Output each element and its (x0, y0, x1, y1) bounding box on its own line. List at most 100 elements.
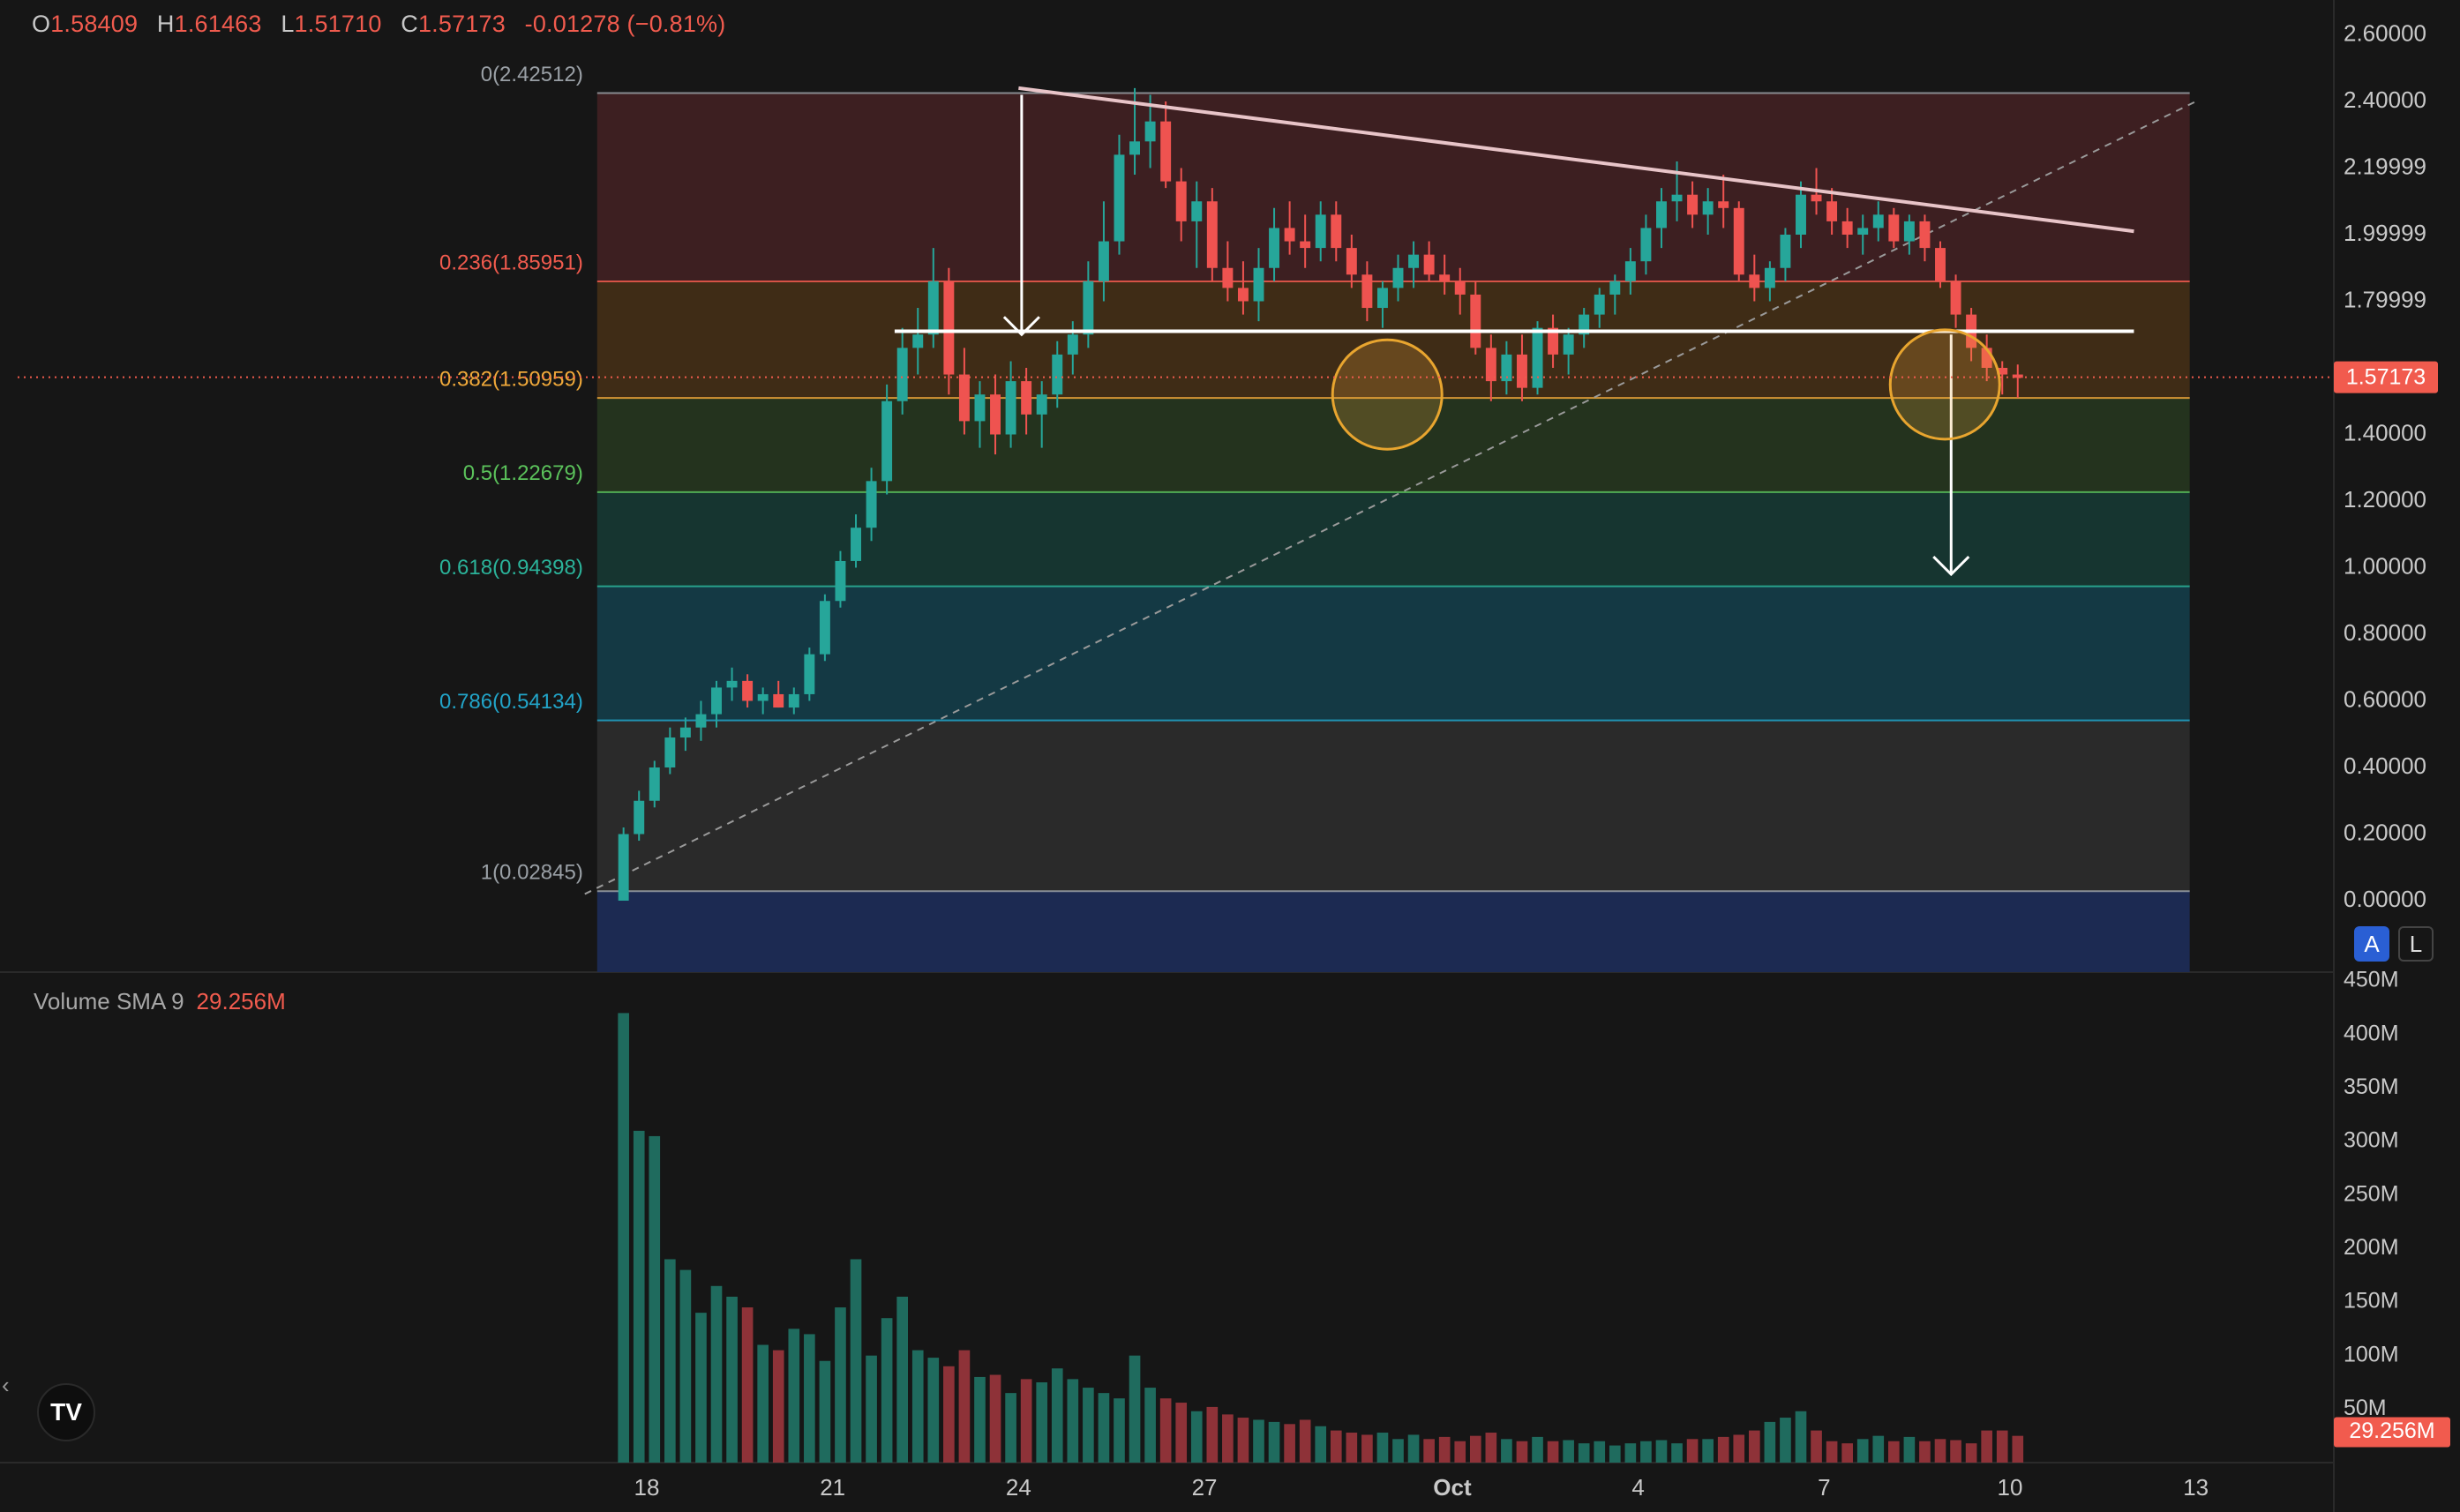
candle (1780, 228, 1791, 281)
time-tick-label: 21 (820, 1474, 845, 1501)
volume-bar (1175, 1403, 1188, 1463)
fib-zone-0.618 (596, 586, 2190, 721)
volume-bar (819, 1360, 831, 1463)
volume-bar (1222, 1414, 1234, 1463)
candle-body (1300, 241, 1311, 249)
auto-scale-button[interactable]: A (2354, 926, 2389, 962)
volume-bar (927, 1358, 940, 1463)
volume-bar (1563, 1440, 1574, 1463)
volume-bar (1856, 1439, 1869, 1463)
volume-bar (1748, 1430, 1760, 1463)
price-tick-label: 0.20000 (2344, 819, 2426, 845)
candle (1376, 281, 1388, 328)
price-tick-label: 0.40000 (2344, 752, 2426, 779)
volume-bar (1996, 1430, 2008, 1463)
candle-body (788, 693, 799, 708)
volume-bar (1036, 1382, 1048, 1463)
volume-bar (911, 1350, 924, 1463)
candle-body (1376, 288, 1388, 309)
candle (990, 374, 1001, 455)
candle-body (1470, 294, 1481, 348)
volume-legend[interactable]: Volume SMA 9 29.256M (34, 988, 286, 1015)
candle-body (1950, 281, 1961, 315)
candle (649, 760, 660, 808)
volume-bar (1315, 1426, 1327, 1463)
price-tick-label: 0.60000 (2344, 685, 2426, 712)
volume-bar (1795, 1411, 1807, 1463)
candle-body (1532, 327, 1543, 388)
volume-bar (741, 1307, 754, 1463)
candle-body (1005, 381, 1016, 435)
volume-bar (943, 1366, 955, 1463)
candle (679, 717, 691, 752)
candle (1361, 261, 1373, 322)
time-tick-label: 27 (1192, 1474, 1218, 1501)
volume-bar (1438, 1436, 1451, 1463)
volume-bar (695, 1313, 707, 1463)
candle-body (1888, 214, 1900, 242)
high-value: 1.61463 (174, 11, 262, 37)
candle-body (1656, 201, 1667, 228)
last-price-tag: 1.57173 (2334, 361, 2438, 393)
volume-bar (1346, 1433, 1358, 1463)
candle-body (1501, 354, 1512, 382)
volume-bar (1392, 1439, 1404, 1463)
candle (1284, 201, 1295, 255)
candle (1919, 214, 1931, 262)
volume-bar (1376, 1433, 1389, 1463)
price-tick-label: 2.60000 (2344, 19, 2426, 46)
candle-body (1129, 141, 1141, 155)
candle (726, 667, 738, 701)
candle (1997, 361, 2008, 395)
volume-tick-label: 450M (2344, 968, 2399, 992)
volume-tick-label: 200M (2344, 1235, 2399, 1260)
candle (851, 514, 861, 568)
time-tick-label: 18 (634, 1474, 660, 1501)
candle-body (927, 281, 939, 335)
volume-bar (788, 1329, 800, 1463)
candle-body (804, 654, 815, 694)
measured-move-projection-arrow (1932, 334, 1970, 577)
candle-body (1175, 181, 1187, 221)
candle (1501, 341, 1512, 395)
volume-bar (1114, 1398, 1125, 1463)
volume-tick-label: 350M (2344, 1074, 2399, 1099)
volume-bar (649, 1135, 661, 1463)
candle (1903, 214, 1915, 255)
candle-body (757, 693, 769, 701)
candle-body (1826, 201, 1838, 221)
candle (1516, 334, 1527, 401)
open-value: 1.58409 (50, 11, 139, 37)
candle-body (649, 767, 660, 801)
price-tick-label: 1.79999 (2344, 286, 2426, 312)
volume-bar (1594, 1441, 1606, 1463)
volume-bar (896, 1296, 909, 1463)
candle-body (1872, 214, 1884, 228)
volume-bar (1888, 1441, 1900, 1463)
volume-bar (2012, 1435, 2024, 1463)
candle (1579, 308, 1590, 348)
volume-bar (1083, 1388, 1094, 1463)
volume-bar (1532, 1436, 1543, 1463)
volume-bar (1655, 1440, 1668, 1463)
fib-label-0.382: 0.382(1.50959) (439, 367, 583, 391)
candle (1609, 274, 1621, 315)
measured-move-top-arrow (1002, 94, 1040, 337)
tradingview-logo[interactable]: TV (37, 1383, 95, 1441)
log-scale-button[interactable]: L (2398, 926, 2434, 962)
candle (1315, 201, 1326, 262)
candle (1656, 188, 1667, 249)
candle (618, 827, 629, 901)
price-tick-label: 1.40000 (2344, 419, 2426, 445)
chevron-left-icon[interactable]: ‹ (2, 1372, 10, 1398)
change-value: -0.01278 (−0.81%) (524, 11, 726, 37)
candle-body (1331, 214, 1342, 249)
candle-body (1408, 254, 1420, 268)
time-axis: 18 21 24 27 Oct 4 7 10 13 (634, 1474, 2209, 1501)
candle (1796, 181, 1806, 249)
candle-body (1857, 228, 1869, 235)
candle-body (1749, 274, 1760, 288)
candle-body (1284, 228, 1295, 242)
candle-body (1253, 267, 1264, 302)
